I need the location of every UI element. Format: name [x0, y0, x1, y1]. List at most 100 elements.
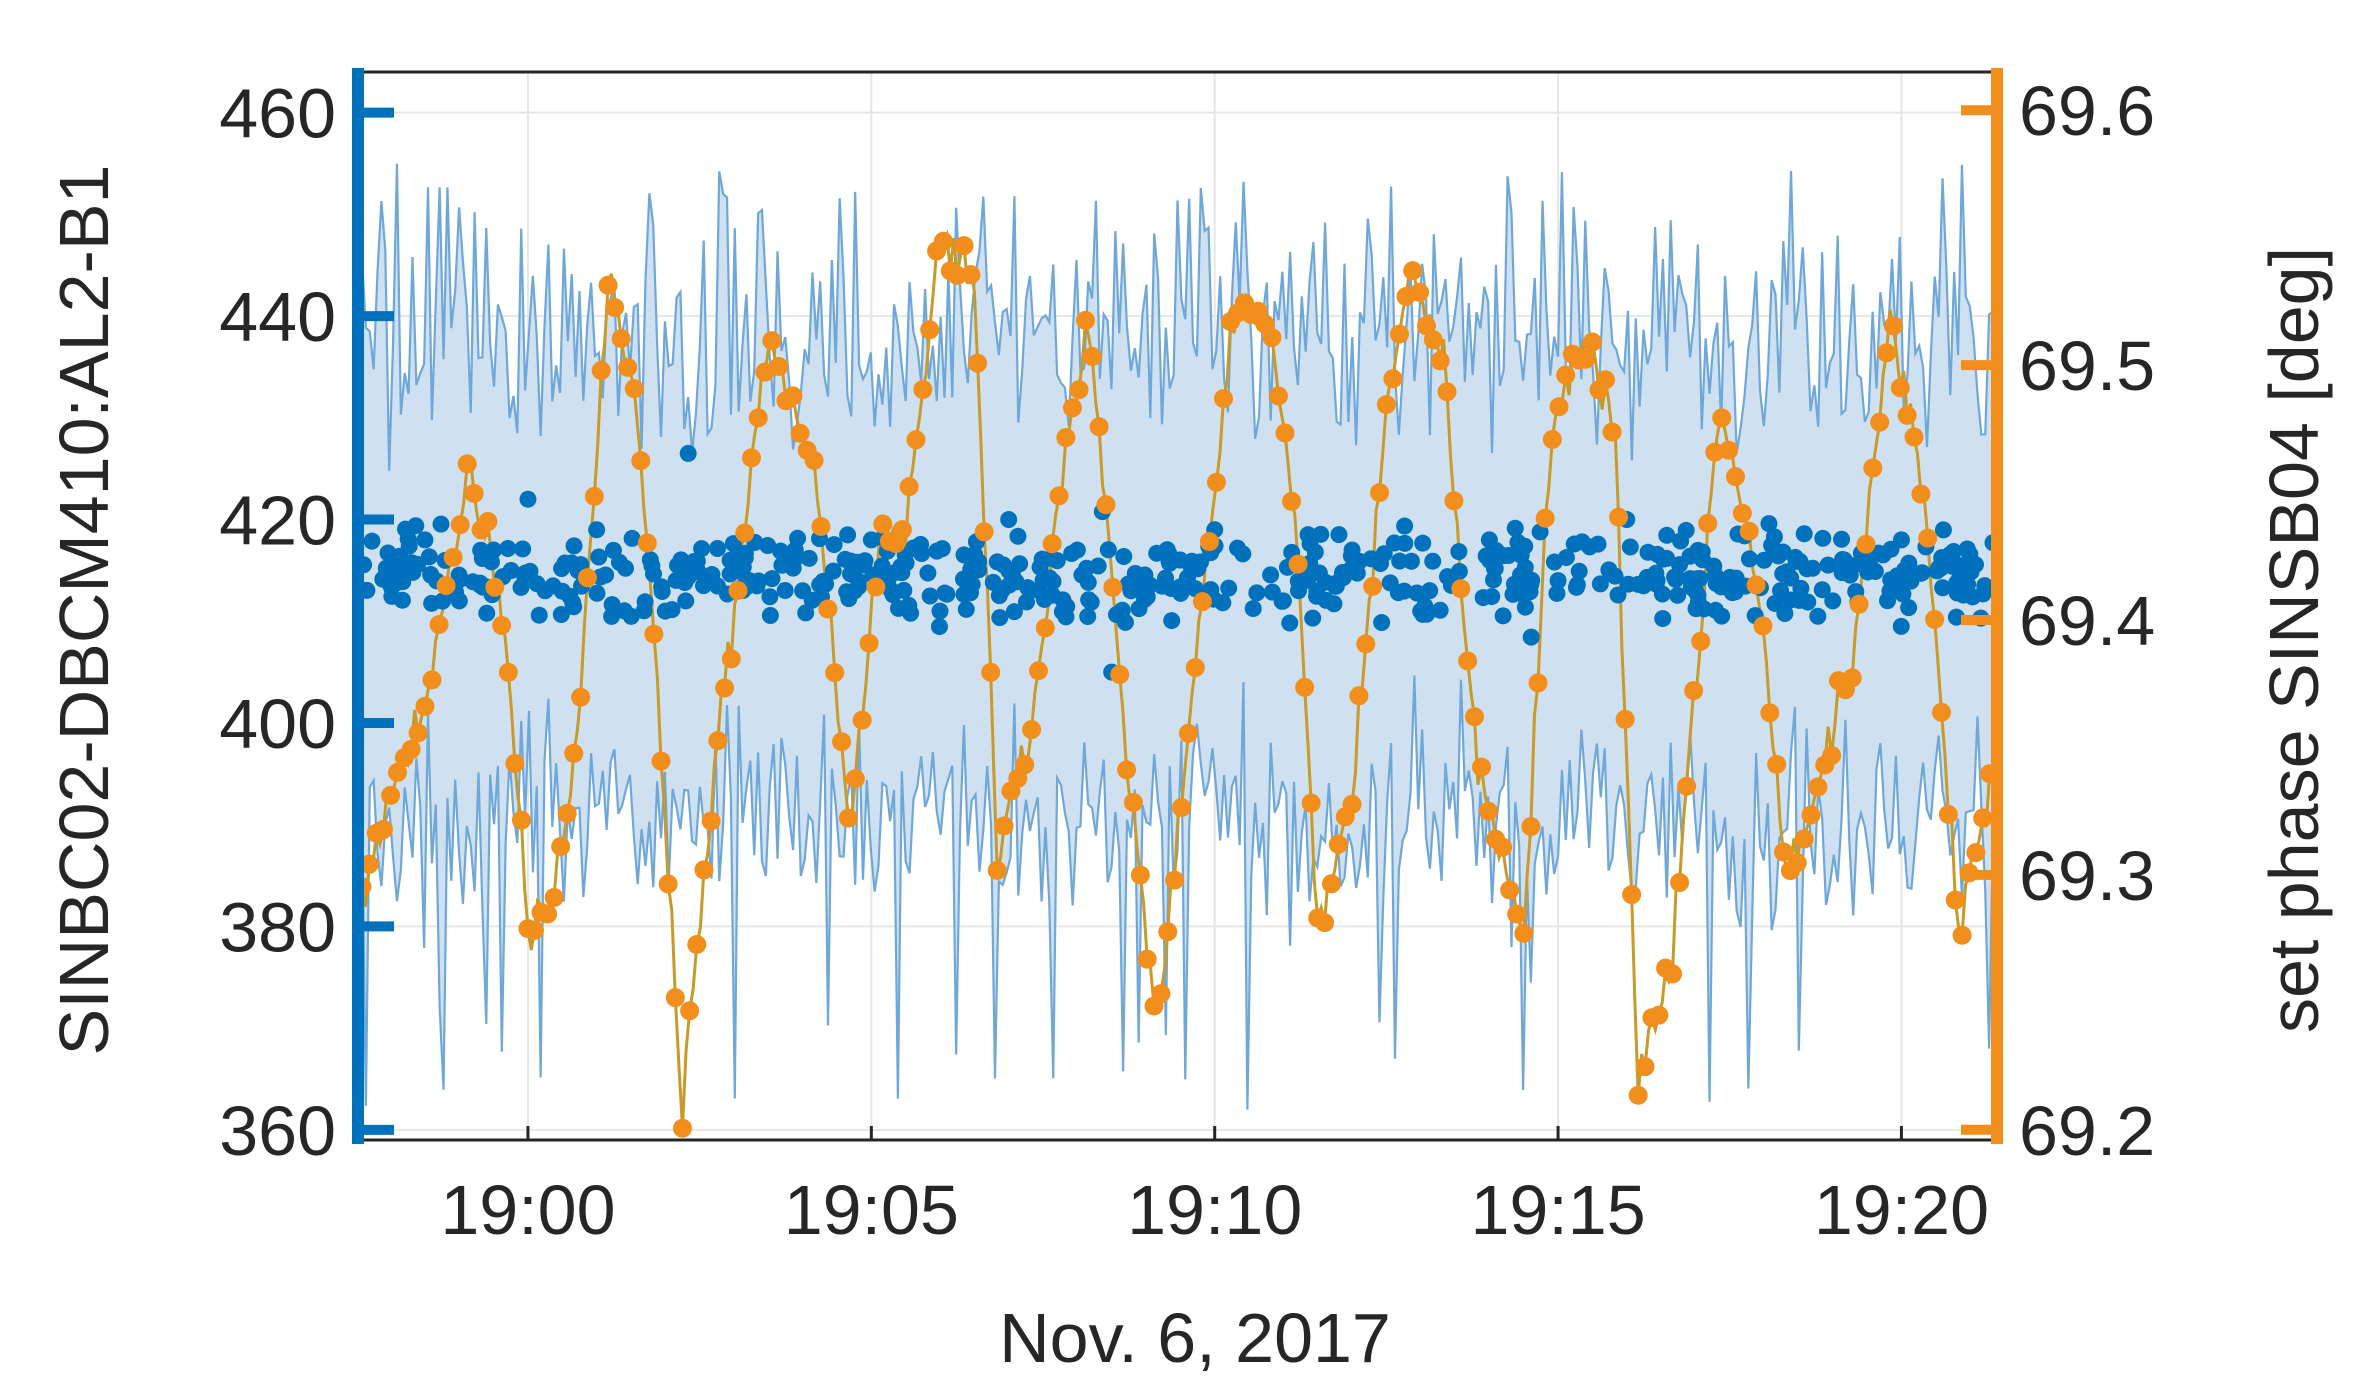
orange-point: [1471, 757, 1491, 777]
orange-point: [913, 379, 933, 399]
blue-point: [1568, 576, 1586, 594]
blue-point: [1669, 586, 1687, 604]
orange-point: [947, 265, 967, 285]
blue-point: [1396, 517, 1414, 535]
orange-point: [1268, 386, 1288, 406]
right-y-ticks: 69.2 69.3 69.4 69.5 69.6: [1961, 72, 2155, 1170]
orange-point: [1774, 842, 1794, 862]
blue-point: [1089, 557, 1107, 575]
blue-point: [1947, 608, 1965, 626]
blue-point: [1774, 565, 1792, 583]
blue-point: [1054, 591, 1072, 609]
orange-point: [651, 751, 671, 771]
blue-point: [416, 531, 434, 549]
blue-point: [1658, 526, 1676, 544]
blue-point: [1548, 584, 1566, 602]
orange-point: [728, 581, 748, 601]
blue-point: [848, 553, 866, 571]
blue-point: [1450, 543, 1468, 561]
blue-point: [1591, 575, 1609, 593]
orange-point: [1493, 837, 1513, 857]
orange-point: [1973, 808, 1993, 828]
blue-point: [1402, 552, 1420, 570]
orange-point: [1315, 913, 1335, 933]
orange-point: [832, 732, 852, 752]
orange-point: [1576, 349, 1596, 369]
blue-point: [1408, 584, 1426, 602]
blue-point: [472, 541, 490, 559]
blue-point: [1961, 561, 1979, 579]
orange-point: [1918, 528, 1938, 548]
orange-point: [1870, 412, 1890, 432]
orange-point: [1890, 378, 1910, 398]
orange-point: [899, 477, 919, 497]
orange-point: [637, 533, 657, 553]
orange-point: [1295, 677, 1315, 697]
blue-point: [552, 605, 570, 623]
orange-point: [708, 731, 728, 751]
orange-point: [624, 379, 644, 399]
right-y-axis-title: set phase SINSB04 [deg]: [2255, 247, 2333, 1033]
orange-point: [485, 577, 505, 597]
blue-point: [1148, 544, 1166, 562]
blue-point: [391, 551, 409, 569]
orange-point: [478, 511, 498, 531]
orange-point: [1849, 594, 1869, 614]
orange-point: [538, 904, 558, 924]
orange-point: [1479, 801, 1499, 821]
blue-point: [703, 566, 721, 584]
orange-point: [1635, 1057, 1655, 1077]
orange-point: [492, 615, 512, 635]
right-y-tick-label: 69.5: [2019, 327, 2155, 405]
blue-point: [1189, 560, 1207, 578]
orange-point: [1794, 829, 1814, 849]
blue-point: [1099, 541, 1117, 559]
blue-point: [1814, 529, 1832, 547]
orange-point: [1028, 661, 1048, 681]
orange-point: [1842, 668, 1862, 688]
blue-point: [1813, 581, 1831, 599]
blue-point: [824, 562, 842, 580]
blue-point: [1774, 543, 1792, 561]
blue-point: [1866, 562, 1884, 580]
orange-point: [577, 568, 597, 588]
blue-point: [988, 553, 1006, 571]
blue-point: [565, 598, 583, 616]
blue-point: [1327, 577, 1345, 595]
blue-point: [693, 540, 711, 558]
blue-point: [1115, 548, 1133, 566]
orange-point: [1282, 491, 1302, 511]
blue-point: [776, 581, 794, 599]
blue-point: [1113, 601, 1131, 619]
right-y-tick-label: 69.2: [2019, 1092, 2155, 1170]
blue-point: [1079, 607, 1097, 625]
orange-point: [1801, 805, 1821, 825]
orange-point: [544, 887, 564, 907]
blue-point: [1421, 582, 1439, 600]
blue-point: [1600, 561, 1618, 579]
orange-point: [920, 320, 940, 340]
blue-point: [761, 606, 779, 624]
blue-point: [604, 541, 622, 559]
blue-point: [1798, 560, 1816, 578]
orange-point: [1739, 521, 1759, 541]
orange-point: [1069, 380, 1089, 400]
blue-point: [1494, 607, 1512, 625]
blue-point: [1082, 593, 1100, 611]
orange-point: [1514, 923, 1534, 943]
blue-point: [1726, 583, 1744, 601]
blue-point: [708, 540, 726, 558]
left-y-axis-title: SINBC02-DBCM410:AL2-B1: [45, 165, 123, 1056]
blue-point: [1964, 588, 1982, 606]
orange-point: [1622, 885, 1642, 905]
orange-point: [1897, 405, 1917, 425]
orange-point: [1684, 681, 1704, 701]
orange-point: [1288, 554, 1308, 574]
left-y-tick-label: 360: [219, 1092, 336, 1170]
blue-point: [1549, 572, 1567, 590]
orange-point: [551, 837, 571, 857]
orange-point: [429, 615, 449, 635]
blue-point: [1375, 545, 1393, 563]
orange-point: [1214, 389, 1234, 409]
